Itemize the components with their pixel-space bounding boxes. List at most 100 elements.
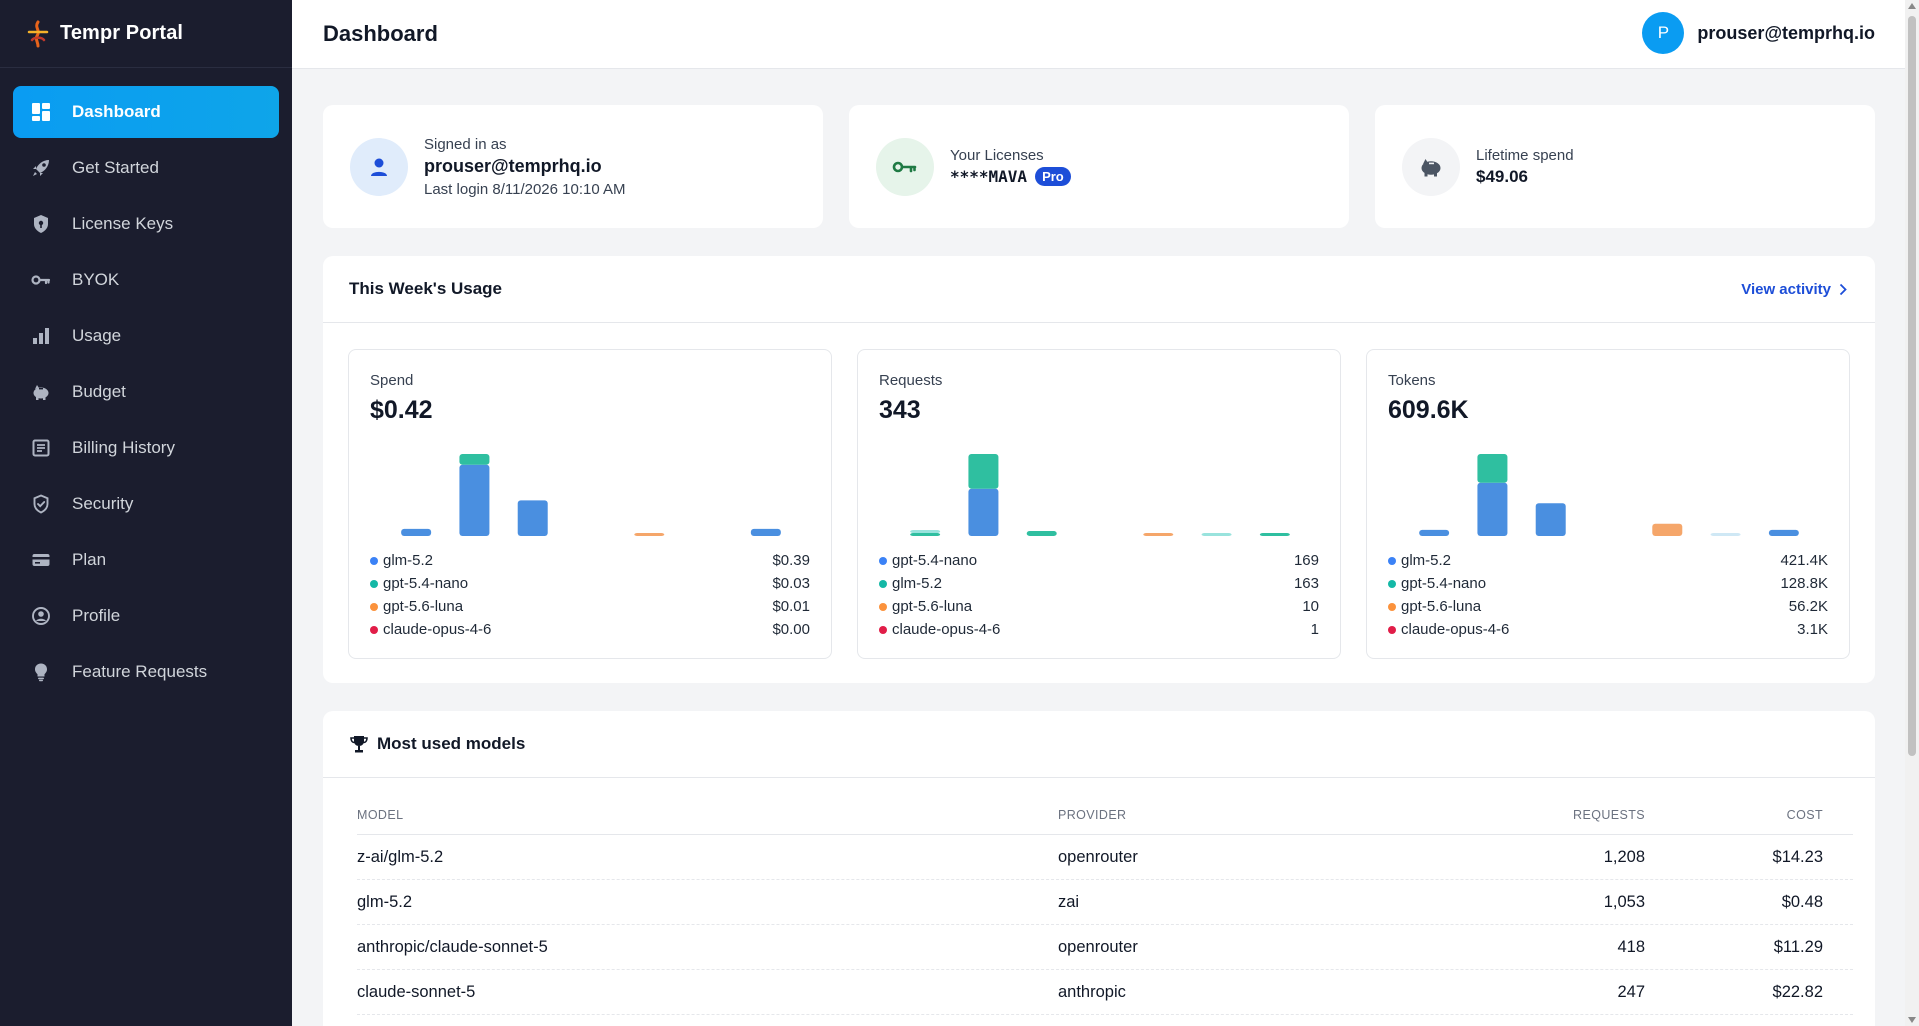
sidebar-item-label: Dashboard bbox=[72, 102, 161, 121]
legend-value: $0.03 bbox=[772, 575, 810, 592]
sidebar-item-byok[interactable]: BYOK bbox=[13, 254, 279, 306]
chart-bar[interactable] bbox=[459, 464, 490, 536]
legend-value: 1 bbox=[1310, 621, 1319, 638]
piggy-bank-icon bbox=[1402, 137, 1460, 196]
sidebar-item-label: Billing History bbox=[72, 438, 175, 457]
model-cell: claude-sonnet-5 bbox=[357, 982, 476, 1001]
avatar[interactable]: P bbox=[1642, 12, 1685, 54]
user-email[interactable]: prouser@temprhq.io bbox=[1697, 22, 1875, 43]
requests-metric: Requests 343 gpt-5.4-nano 169 glm-5.2 163 gp… bbox=[857, 349, 1341, 659]
chart-bar[interactable] bbox=[910, 533, 941, 536]
chart-bar[interactable] bbox=[968, 454, 999, 489]
requests-legend: gpt-5.4-nano 169 glm-5.2 163 gpt-5.6-luna 10 c… bbox=[879, 549, 1319, 641]
legend-value: 169 bbox=[1293, 552, 1319, 569]
legend-dot-icon bbox=[370, 579, 378, 588]
chart-bar[interactable] bbox=[1201, 533, 1232, 536]
models-table: MODEL PROVIDER REQUESTS COST z-ai/glm-5.… bbox=[357, 795, 1853, 1015]
column-header[interactable]: MODEL bbox=[357, 807, 404, 822]
scroll-down-arrow-icon[interactable] bbox=[1908, 1017, 1916, 1023]
table-row[interactable]: anthropic/claude-sonnet-5 openrouter 418… bbox=[357, 925, 1853, 970]
legend-value: 163 bbox=[1293, 575, 1319, 592]
sidebar-item-get-started[interactable]: Get Started bbox=[13, 142, 279, 194]
sidebar-item-label: Get Started bbox=[72, 158, 159, 177]
legend-value: 56.2K bbox=[1788, 598, 1828, 615]
requests-cell: 418 bbox=[1617, 937, 1645, 956]
chart-bar[interactable] bbox=[1710, 533, 1741, 536]
legend-dot-icon bbox=[879, 579, 887, 588]
legend-value: $0.00 bbox=[772, 621, 810, 638]
legend-label: claude-opus-4-6 bbox=[892, 621, 1001, 638]
user-menu[interactable]: P prouser@temprhq.io bbox=[1642, 12, 1875, 54]
brand[interactable]: Tempr Portal bbox=[0, 0, 292, 68]
model-cell: anthropic/claude-sonnet-5 bbox=[357, 937, 548, 956]
chart-bar[interactable] bbox=[1419, 529, 1450, 536]
provider-cell: zai bbox=[1058, 892, 1080, 911]
column-header[interactable]: PROVIDER bbox=[1058, 807, 1127, 822]
sidebar-item-plan[interactable]: Plan bbox=[13, 534, 279, 586]
chart-bar[interactable] bbox=[459, 454, 490, 465]
plan-badge: Pro bbox=[1035, 167, 1071, 186]
rocket-icon bbox=[30, 157, 52, 179]
user-icon bbox=[350, 137, 408, 196]
legend-item: glm-5.2 $0.39 bbox=[370, 549, 810, 572]
chart-bar[interactable] bbox=[1143, 533, 1174, 536]
app-name: Tempr Portal bbox=[60, 22, 184, 44]
scroll-up-arrow-icon[interactable] bbox=[1908, 3, 1916, 9]
chart-bar[interactable] bbox=[1535, 503, 1566, 536]
column-header[interactable]: COST bbox=[1786, 807, 1823, 822]
legend-label: claude-opus-4-6 bbox=[383, 621, 492, 638]
sidebar-nav: Dashboard Get Started License Keys BYOK … bbox=[0, 68, 292, 698]
top-header: Dashboard P prouser@temprhq.io bbox=[292, 0, 1905, 69]
chart-bar[interactable] bbox=[750, 528, 781, 536]
column-header[interactable]: REQUESTS bbox=[1573, 807, 1645, 822]
scrollbar-thumb[interactable] bbox=[1908, 16, 1916, 756]
sidebar-item-profile[interactable]: Profile bbox=[13, 590, 279, 642]
licenses-label: Your Licenses bbox=[950, 147, 1044, 164]
legend-dot-icon bbox=[1388, 579, 1396, 588]
sidebar-item-usage[interactable]: Usage bbox=[13, 310, 279, 362]
table-row[interactable]: glm-5.2 zai 1,053 $0.48 bbox=[357, 880, 1853, 925]
sidebar-item-feature-requests[interactable]: Feature Requests bbox=[13, 646, 279, 698]
view-activity-label: View activity bbox=[1741, 280, 1831, 298]
page-scrollbar[interactable] bbox=[1905, 0, 1919, 1026]
chart-bar[interactable] bbox=[1477, 482, 1508, 536]
legend-item: gpt-5.4-nano 128.8K bbox=[1388, 572, 1828, 595]
legend-label: gpt-5.4-nano bbox=[383, 575, 469, 592]
trophy-icon bbox=[350, 735, 368, 752]
sidebar-item-security[interactable]: Security bbox=[13, 478, 279, 530]
view-activity-link[interactable]: View activity bbox=[1741, 281, 1847, 298]
legend-dot-icon bbox=[1388, 556, 1396, 565]
sidebar-item-billing-history[interactable]: Billing History bbox=[13, 422, 279, 474]
licenses-card[interactable]: Your Licenses ****MAVA Pro bbox=[849, 105, 1349, 228]
chart-bar[interactable] bbox=[401, 528, 432, 536]
lifetime-spend-card: Lifetime spend $49.06 bbox=[1375, 105, 1875, 228]
legend-item: glm-5.2 421.4K bbox=[1388, 549, 1828, 572]
table-row[interactable]: claude-sonnet-5 anthropic 247 $22.82 bbox=[357, 970, 1853, 1015]
tokens-bar-chart bbox=[1419, 454, 1799, 536]
chart-bar[interactable] bbox=[1768, 529, 1799, 536]
chart-bar[interactable] bbox=[1652, 523, 1683, 536]
legend-label: gpt-5.6-luna bbox=[383, 598, 464, 615]
requests-cell: 247 bbox=[1617, 982, 1645, 1001]
table-row[interactable]: z-ai/glm-5.2 openrouter 1,208 $14.23 bbox=[357, 835, 1853, 880]
sidebar-item-budget[interactable]: Budget bbox=[13, 366, 279, 418]
user-circle-icon bbox=[30, 605, 52, 627]
license-key-masked: ****MAVA bbox=[950, 167, 1028, 186]
weekly-usage-title: This Week's Usage bbox=[349, 279, 503, 298]
sidebar-item-dashboard[interactable]: Dashboard bbox=[13, 86, 279, 138]
chevron-right-icon bbox=[1839, 283, 1847, 295]
chart-bar[interactable] bbox=[968, 488, 999, 536]
provider-cell: openrouter bbox=[1058, 937, 1138, 956]
requests-bar-chart bbox=[910, 454, 1290, 536]
chart-bar[interactable] bbox=[517, 500, 548, 536]
chart-bar[interactable] bbox=[1026, 531, 1057, 536]
chart-bar[interactable] bbox=[910, 530, 941, 533]
sidebar-item-license-keys[interactable]: License Keys bbox=[13, 198, 279, 250]
chart-bar[interactable] bbox=[1259, 533, 1290, 536]
spend-legend: glm-5.2 $0.39 gpt-5.4-nano $0.03 gpt-5.6-lun… bbox=[370, 549, 810, 641]
legend-label: glm-5.2 bbox=[892, 575, 943, 592]
chart-bar[interactable] bbox=[634, 533, 665, 536]
chart-bar[interactable] bbox=[1477, 454, 1508, 483]
legend-label: claude-opus-4-6 bbox=[1401, 621, 1510, 638]
legend-value: 128.8K bbox=[1780, 575, 1828, 592]
